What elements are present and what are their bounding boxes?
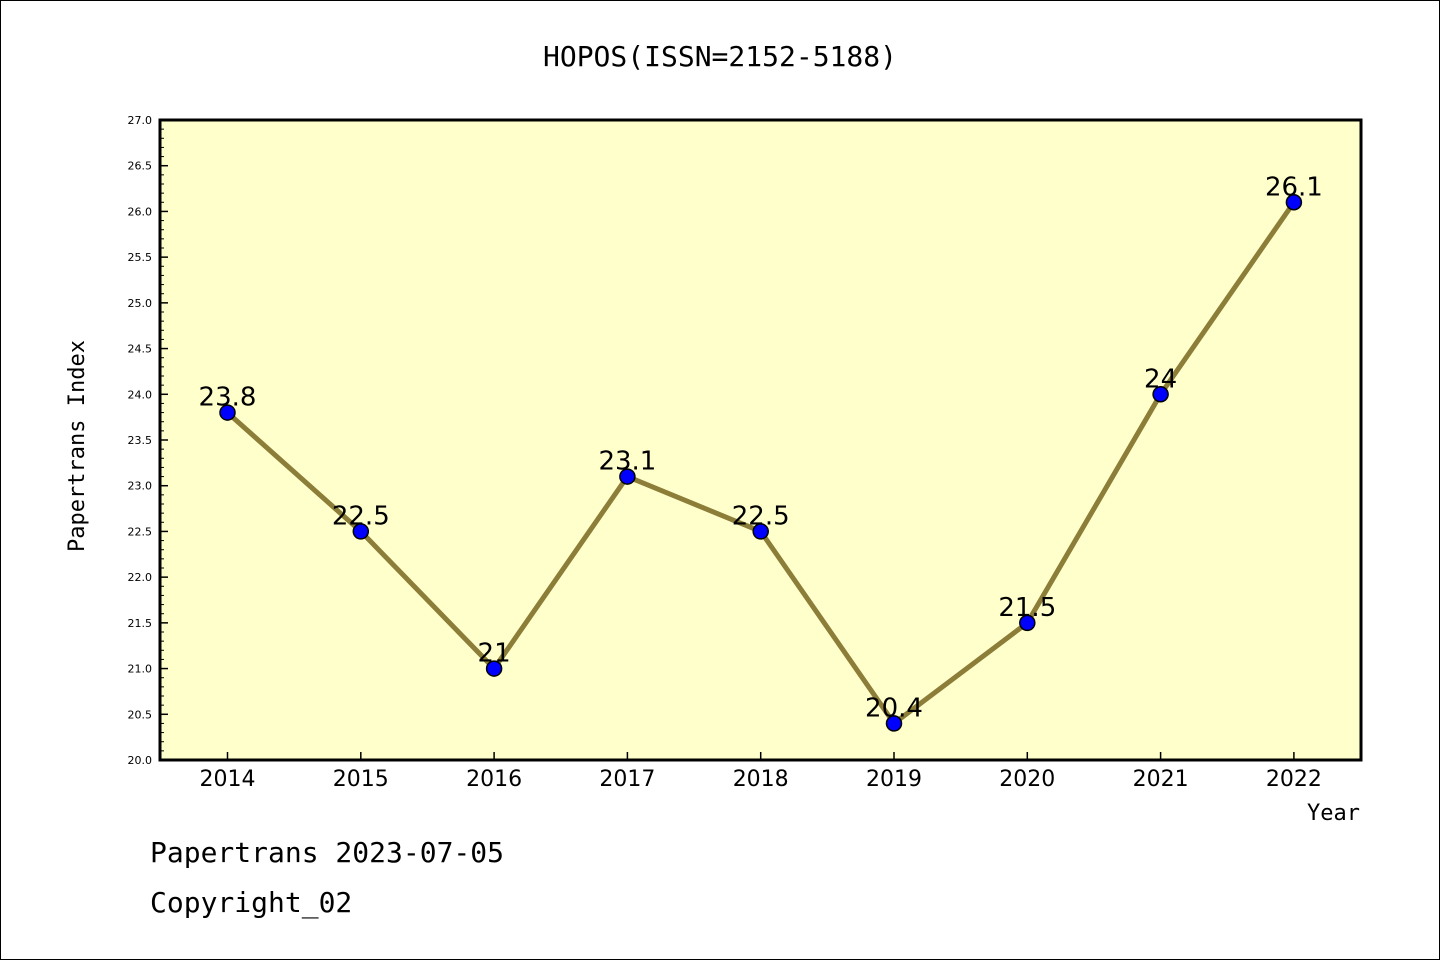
data-point	[1019, 614, 1036, 632]
data-point	[885, 715, 903, 732]
y-tick-label: 27.0	[128, 114, 153, 127]
data-point	[619, 468, 636, 485]
y-axis-label: Papertrans Index	[65, 340, 90, 552]
data-label: 23.1	[598, 447, 656, 477]
data-point	[1152, 386, 1169, 403]
footer-copyright: Copyright_02	[150, 886, 353, 919]
y-tick-label: 26.0	[128, 205, 153, 218]
x-tick-label: 2016	[466, 767, 522, 792]
data-label: 24	[1144, 364, 1177, 394]
x-tick-label: 2017	[599, 767, 655, 792]
data-point	[752, 523, 769, 540]
data-label: 22.5	[732, 501, 790, 531]
data-label: 26.1	[1265, 172, 1323, 202]
y-tick-label: 25.0	[128, 297, 153, 310]
x-axis-label: Year	[1307, 801, 1360, 826]
y-tick-label: 23.0	[128, 480, 153, 493]
y-tick-label: 20.0	[128, 754, 153, 767]
data-point	[219, 404, 236, 421]
x-tick-label: 2019	[866, 767, 922, 792]
x-tick-label: 2015	[333, 767, 389, 792]
x-tick-label: 2014	[200, 767, 256, 792]
x-tick-label: 2021	[1133, 767, 1189, 792]
plot-area	[158, 118, 1363, 762]
footer-date: Papertrans 2023-07-05	[150, 836, 505, 869]
data-point	[352, 523, 370, 540]
y-tick-label: 24.5	[128, 343, 153, 356]
y-tick-label: 24.0	[128, 388, 153, 401]
y-tick-label: 21.0	[128, 663, 153, 676]
data-label: 22.5	[332, 501, 390, 531]
series-papertrans-index	[219, 194, 1303, 732]
data-label: 23.8	[199, 383, 257, 413]
y-tick-label: 22.5	[128, 525, 153, 538]
x-tick-label: 2018	[733, 767, 789, 792]
y-tick-label: 20.5	[128, 708, 153, 721]
y-axis: 20.0 20.5 21.0 21.5 22.0 22.5 23.0 23.5 24.0 24.5…	[128, 114, 168, 767]
y-tick-label: 25.5	[128, 251, 153, 264]
data-label: 20.4	[865, 693, 923, 723]
data-label: 21.5	[998, 593, 1056, 623]
chart-title: HOPOS(ISSN=2152-5188)	[543, 40, 897, 73]
y-tick-label: 23.5	[128, 434, 153, 447]
x-tick-label: 2020	[999, 767, 1055, 792]
y-tick-label: 26.5	[128, 160, 153, 173]
y-tick-label: 22.0	[128, 571, 153, 584]
data-point	[1285, 194, 1303, 211]
data-labels: 23.8 22.5 21 23.1 22.5 20.4 21.5 24 26.1	[199, 172, 1323, 723]
y-tick-label: 21.5	[128, 617, 153, 630]
x-axis: 2014 2015 2016 2017 2018 2019 2020 2021 2022	[200, 752, 1322, 792]
x-tick-label: 2022	[1266, 767, 1322, 792]
data-label: 21	[478, 639, 511, 669]
data-point	[485, 660, 503, 677]
